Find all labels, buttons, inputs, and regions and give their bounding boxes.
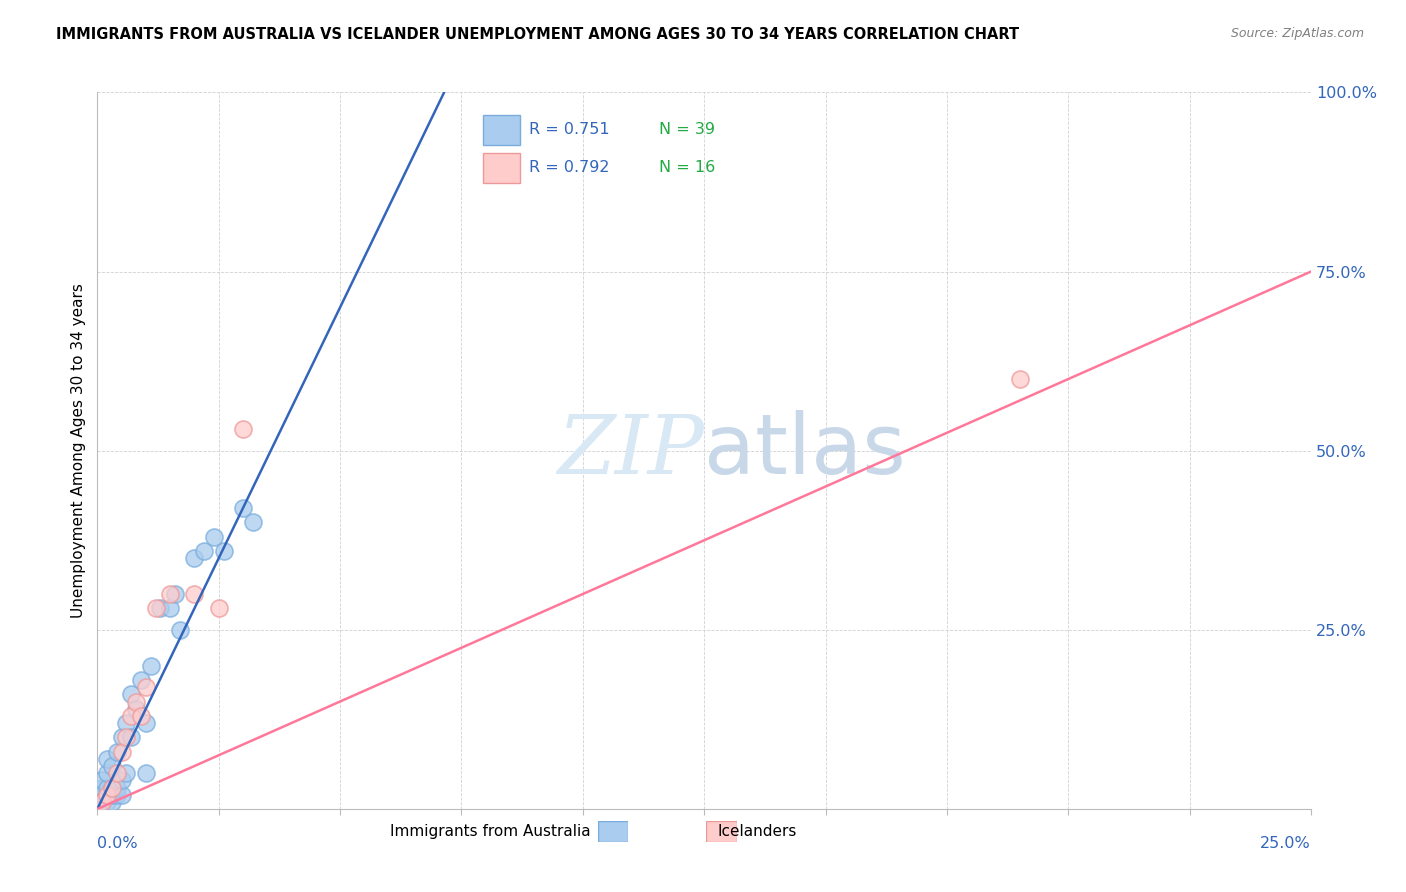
Point [101, 759, 124, 773]
Point [120, 731, 142, 745]
Y-axis label: Unemployment Among Ages 30 to 34 years: Unemployment Among Ages 30 to 34 years [72, 284, 86, 618]
Point [139, 658, 162, 673]
Point [163, 587, 186, 601]
Point [183, 551, 205, 566]
Point [1008, 372, 1031, 386]
Point [91, 780, 114, 795]
Point [91, 773, 114, 788]
Text: ZIP: ZIP [557, 410, 704, 491]
Text: 25.0%: 25.0% [1260, 836, 1310, 851]
Point [135, 680, 157, 694]
Point [193, 544, 215, 558]
Text: IMMIGRANTS FROM AUSTRALIA VS ICELANDER UNEMPLOYMENT AMONG AGES 30 TO 34 YEARS CO: IMMIGRANTS FROM AUSTRALIA VS ICELANDER U… [56, 27, 1019, 42]
Point [105, 780, 128, 795]
Point [159, 601, 181, 615]
Point [232, 422, 254, 436]
Point [101, 780, 124, 795]
Text: Immigrants from Australia: Immigrants from Australia [389, 824, 591, 838]
Point [169, 623, 191, 637]
Point [91, 795, 114, 809]
Point [208, 601, 231, 615]
Bar [482, 115, 520, 145]
Bar [482, 153, 520, 183]
Point [96, 788, 118, 802]
Text: Icelanders: Icelanders [717, 824, 796, 838]
Point [105, 766, 128, 780]
Point [125, 701, 148, 715]
Point [212, 544, 235, 558]
Point [120, 687, 142, 701]
Point [101, 780, 124, 795]
Point [120, 709, 142, 723]
Point [129, 673, 152, 687]
Point [91, 795, 114, 809]
Point [111, 773, 134, 788]
Point [91, 795, 114, 809]
Text: N = 16: N = 16 [659, 161, 716, 175]
Text: 0.0%: 0.0% [97, 836, 138, 851]
Point [159, 587, 181, 601]
Text: Source: ZipAtlas.com: Source: ZipAtlas.com [1230, 27, 1364, 40]
Point [96, 766, 118, 780]
Point [96, 780, 118, 795]
Point [101, 795, 124, 809]
Point [149, 601, 172, 615]
Text: N = 39: N = 39 [659, 122, 716, 137]
Point [242, 516, 264, 530]
Point [111, 731, 134, 745]
Text: atlas: atlas [704, 410, 905, 491]
Point [115, 766, 138, 780]
Point [96, 795, 118, 809]
Point [232, 501, 254, 516]
Point [129, 709, 152, 723]
Point [105, 745, 128, 759]
Point [202, 530, 225, 544]
Point [183, 587, 205, 601]
Point [135, 766, 157, 780]
Point [105, 788, 128, 802]
Point [101, 788, 124, 802]
Point [145, 601, 167, 615]
Point [91, 788, 114, 802]
Text: R = 0.792: R = 0.792 [529, 161, 610, 175]
Text: R = 0.751: R = 0.751 [529, 122, 610, 137]
Point [111, 788, 134, 802]
Point [111, 745, 134, 759]
Point [125, 694, 148, 708]
Point [115, 716, 138, 731]
Point [135, 716, 157, 731]
Point [115, 731, 138, 745]
Point [96, 752, 118, 766]
Point [96, 788, 118, 802]
